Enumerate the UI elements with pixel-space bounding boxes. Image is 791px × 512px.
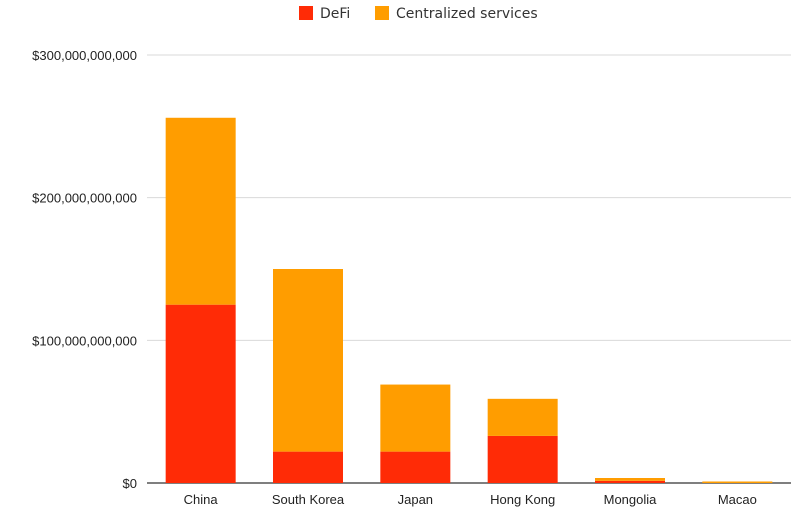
- bar-centralized-services: [595, 478, 665, 481]
- bar-centralized-services: [380, 384, 451, 452]
- bar-defi: [487, 435, 558, 483]
- bar-centralized-services: [702, 481, 773, 483]
- x-tick-label: Hong Kong: [490, 492, 555, 507]
- x-tick-label: China: [184, 492, 219, 507]
- bar-defi: [380, 451, 451, 483]
- legend: DeFi Centralized services: [299, 6, 538, 22]
- x-tick-label: Mongolia: [604, 492, 658, 507]
- bar-centralized-services: [165, 117, 236, 305]
- x-tick-label: Japan: [398, 492, 433, 507]
- y-tick-label: $200,000,000,000: [32, 191, 137, 206]
- x-axis-tick-labels: China South Korea Japan Hong Kong Mongolia Ma…: [184, 492, 757, 507]
- bar-defi: [273, 451, 343, 483]
- y-axis-tick-labels: $0 $100,000,000,000 $200,000,000,000 $300,0…: [32, 48, 137, 491]
- legend-label-defi: DeFi: [320, 6, 350, 22]
- x-tick-label: South Korea: [272, 492, 345, 507]
- bar-defi: [165, 304, 236, 483]
- bar-centralized-services: [273, 269, 343, 452]
- bar-defi: [595, 480, 665, 483]
- legend-swatch-centralized-services: [375, 6, 389, 20]
- y-tick-label: $300,000,000,000: [32, 48, 137, 63]
- bar-centralized-services: [487, 398, 558, 436]
- legend-swatch-defi: [299, 6, 313, 20]
- gridlines: [147, 54, 791, 484]
- bars: [165, 117, 773, 483]
- y-tick-label: $0: [123, 476, 137, 491]
- x-tick-label: Macao: [718, 492, 757, 507]
- y-tick-label: $100,000,000,000: [32, 333, 137, 348]
- legend-label-centralized-services: Centralized services: [396, 6, 538, 22]
